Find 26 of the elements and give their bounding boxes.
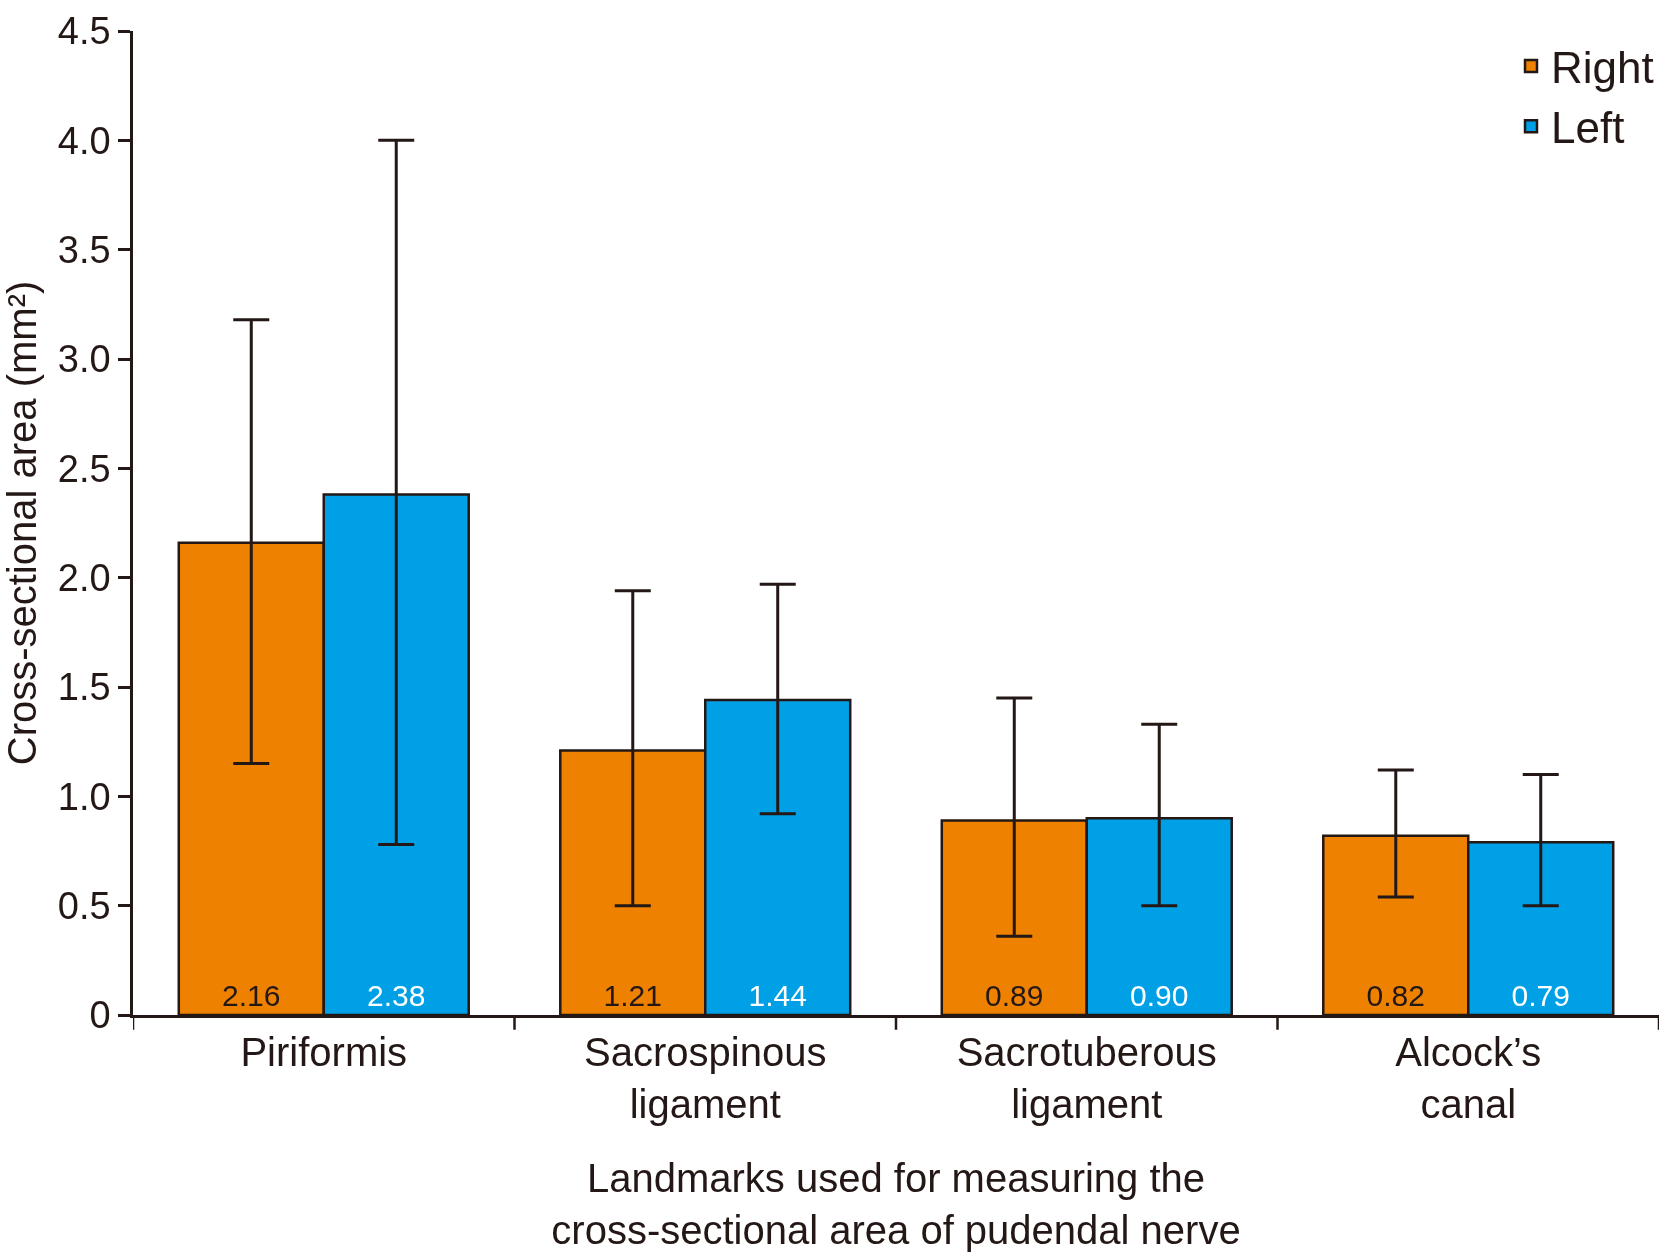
y-tick-label: 3.0: [57, 338, 111, 381]
data-label: 0.90: [1130, 979, 1189, 1012]
y-tick-label: 2.0: [57, 556, 111, 599]
y-tick-label: 0.5: [57, 884, 111, 927]
data-label: 1.21: [603, 979, 662, 1012]
data-label: 2.38: [367, 979, 426, 1012]
y-tick-label: 2.5: [57, 447, 111, 490]
y-tick-label: 1.5: [57, 666, 111, 709]
x-tick-label: Sacrotuberous ligament: [956, 1029, 1217, 1126]
x-tick-label: Alcock’s canal: [1395, 1029, 1542, 1126]
data-label: 0.89: [985, 979, 1044, 1012]
y-axis-title: Cross-sectional area (mm²): [0, 280, 44, 766]
x-tick-label: Sacrospinous ligament: [584, 1029, 827, 1126]
y-tick-label: 1.0: [57, 775, 111, 818]
y-tick-label: 4.5: [57, 10, 111, 53]
y-tick-label: 4.0: [57, 119, 111, 162]
x-axis-title: Landmarks used for measuring the cross-sectional area of pudendal nerve: [551, 1156, 1241, 1253]
data-label: 2.16: [222, 979, 281, 1012]
data-label: 0.79: [1511, 979, 1570, 1012]
legend-label: Left: [1551, 103, 1625, 153]
y-tick-label: 3.5: [57, 228, 111, 271]
data-label: 0.82: [1366, 979, 1425, 1012]
data-label: 1.44: [748, 979, 807, 1012]
x-tick-label: Piriformis: [240, 1029, 408, 1074]
legend-label: Right: [1551, 43, 1654, 93]
y-tick-label: 0: [89, 994, 111, 1037]
